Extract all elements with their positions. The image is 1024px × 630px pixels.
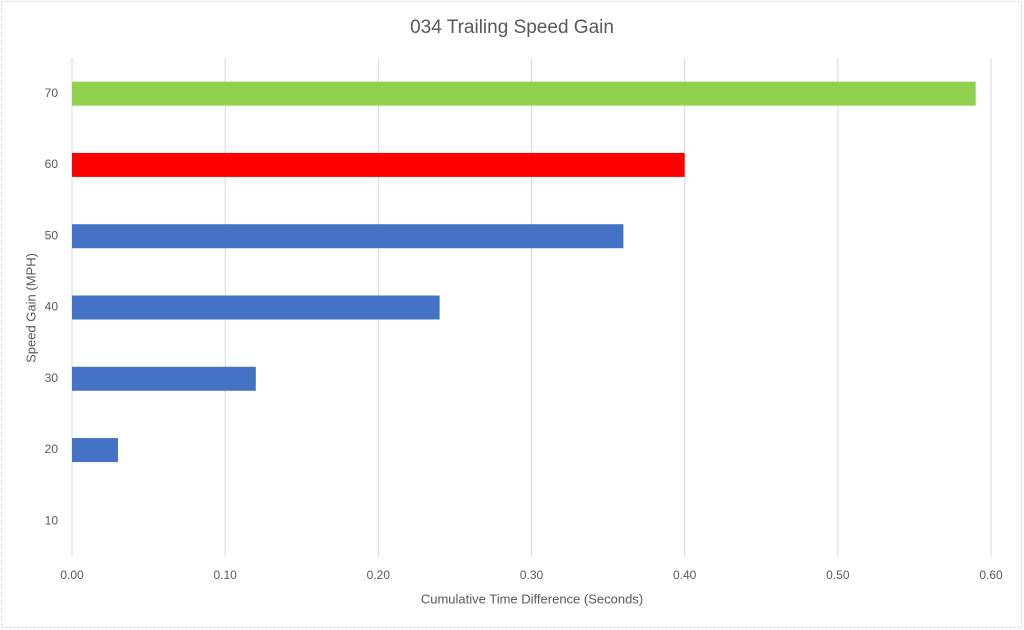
bar xyxy=(72,152,685,177)
bar xyxy=(72,295,440,320)
bar xyxy=(72,438,118,463)
y-axis-title: Speed Gain (MPH) xyxy=(23,253,38,363)
x-tick-label: 0.00 xyxy=(60,568,84,582)
y-tick-label: 50 xyxy=(45,228,59,242)
x-tick-label: 0.20 xyxy=(367,568,391,582)
y-tick-label: 40 xyxy=(45,300,59,314)
y-tick-label: 70 xyxy=(45,86,59,100)
y-tick-label: 30 xyxy=(45,371,59,385)
y-tick-label: 10 xyxy=(45,514,59,528)
x-tick-label: 0.30 xyxy=(520,568,544,582)
bar xyxy=(72,81,976,106)
bar xyxy=(72,366,256,391)
y-tick-label: 60 xyxy=(45,157,59,171)
x-tick-label: 0.60 xyxy=(979,568,1003,582)
x-tick-label: 0.40 xyxy=(673,568,697,582)
x-tick-label: 0.50 xyxy=(826,568,850,582)
x-tick-label: 0.10 xyxy=(213,568,237,582)
x-axis-title: Cumulative Time Difference (Seconds) xyxy=(421,591,643,606)
y-tick-label: 20 xyxy=(45,442,59,456)
bar xyxy=(72,224,624,249)
chart-title: 034 Trailing Speed Gain xyxy=(410,17,614,38)
